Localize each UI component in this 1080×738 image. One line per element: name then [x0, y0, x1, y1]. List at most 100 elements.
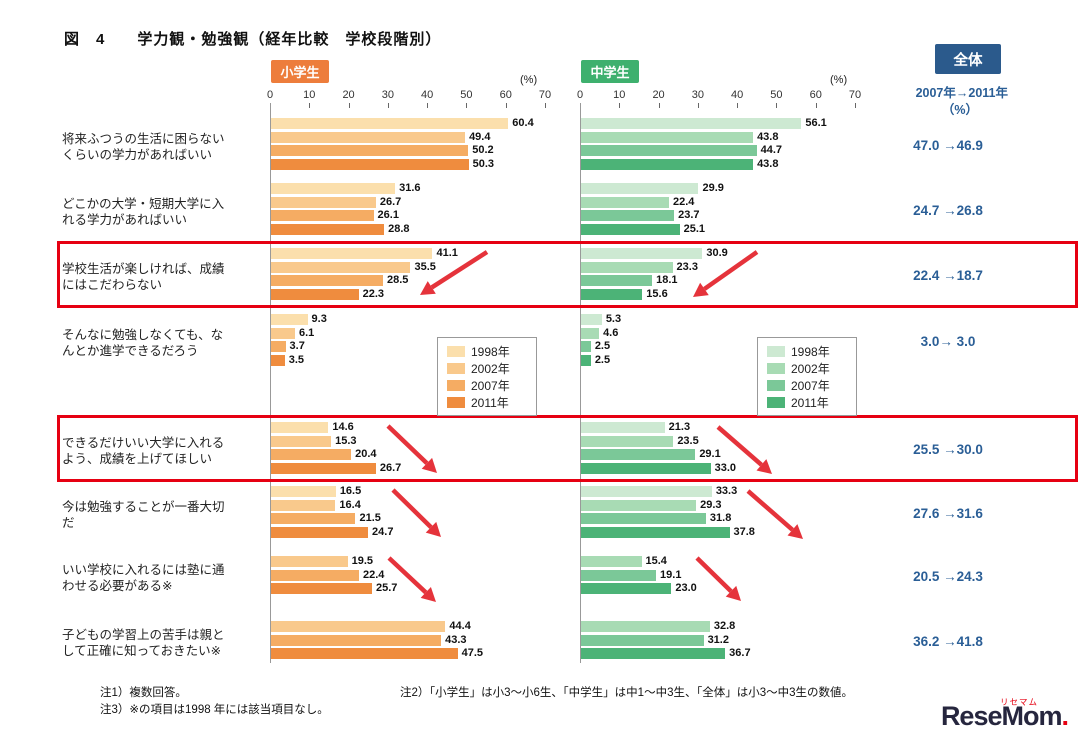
- category-label: 学校生活が楽しければ、成績 にはこだわらない: [62, 262, 225, 292]
- bar-value-label: 4.6: [603, 326, 619, 339]
- axis-tick-label: 0: [576, 89, 584, 101]
- bar-value-label: 29.1: [699, 448, 721, 460]
- axis-tick-mark: [697, 103, 699, 108]
- overall-subtitle: 2007年→2011年: [915, 86, 1008, 100]
- axis-tick-label: 20: [652, 89, 665, 101]
- legend-entry: 1998年: [767, 344, 847, 359]
- bar-value-label: 37.8: [733, 525, 755, 538]
- bar: [271, 634, 442, 646]
- legend-swatch-icon: [447, 345, 465, 357]
- axis-tick-mark: [427, 103, 429, 108]
- axis-tick-mark: [737, 103, 739, 108]
- bar: [271, 314, 308, 325]
- highlight-box: [57, 415, 1078, 482]
- note-1: 注1）複数回答。: [100, 687, 187, 699]
- axis-unit-elementary: (%): [520, 74, 538, 86]
- bar: [271, 526, 369, 538]
- bar: [581, 131, 754, 143]
- bar: [581, 583, 672, 594]
- overall-value: 20.5 →24.3: [913, 568, 983, 584]
- bar-value-label: 36.7: [729, 647, 751, 659]
- bar: [271, 499, 336, 511]
- note-3: 注3）※の項目は1998 年には該当項目なし。: [100, 704, 329, 716]
- bar-value-label: 44.4: [449, 620, 471, 632]
- highlight-box: [57, 241, 1078, 308]
- bar-value-label: 24.7: [372, 525, 394, 538]
- logo-ruby-label: リセマム: [999, 697, 1038, 707]
- bar-value-label: 32.8: [713, 620, 736, 632]
- legend-year-label: 2011年: [471, 395, 509, 410]
- bar-value-label: 22.4: [673, 195, 695, 208]
- bar: [271, 486, 336, 497]
- bar-value-label: 23.7: [678, 209, 700, 221]
- bar: [581, 648, 726, 659]
- bar: [271, 210, 374, 221]
- bar: [581, 634, 704, 646]
- bar: [271, 422, 329, 433]
- bar-value-label: 20.4: [355, 448, 377, 460]
- axis-tick-label: 50: [770, 89, 783, 101]
- legend-year-label: 2002年: [471, 361, 510, 376]
- legend-swatch-icon: [767, 379, 785, 391]
- bar-value-label: 43.8: [757, 130, 779, 143]
- bar: [271, 196, 376, 208]
- bar: [271, 288, 359, 300]
- bar: [581, 275, 653, 286]
- legend-year-label: 2002年: [791, 361, 830, 376]
- bar: [271, 354, 285, 366]
- bar-value-label: 26.7: [379, 461, 402, 474]
- bar: [271, 583, 372, 594]
- bar: [271, 158, 469, 170]
- bar: [581, 223, 680, 235]
- bar-value-label: 21.3: [668, 421, 691, 433]
- bar: [581, 462, 711, 474]
- bar: [271, 513, 356, 524]
- bar-value-label: 44.7: [760, 144, 783, 156]
- bar: [581, 486, 712, 497]
- bar-value-label: 23.3: [676, 260, 698, 273]
- bar: [581, 556, 642, 567]
- bar-value-label: 2.5: [594, 340, 611, 352]
- axis-tick-label: 40: [421, 89, 434, 101]
- legend-swatch-icon: [767, 345, 785, 357]
- axis-tick-label: 30: [691, 89, 704, 101]
- bar: [581, 449, 696, 460]
- bar-value-label: 22.4: [363, 568, 385, 581]
- legend-year-label: 1998年: [471, 344, 510, 359]
- axis-tick-mark: [855, 103, 856, 108]
- bar-value-label: 35.5: [414, 260, 436, 273]
- category-label: 今は勉強することが一番大切 だ: [62, 500, 225, 530]
- category-label: どこかの大学・短期大学に入 れる学力があればいい: [62, 197, 225, 227]
- bar: [581, 354, 591, 366]
- bar: [581, 526, 730, 538]
- bar: [581, 513, 706, 524]
- trend-arrow-head-icon: [420, 586, 436, 602]
- axis-tick-mark: [309, 103, 311, 108]
- bar: [581, 327, 600, 339]
- axis-line-junior: [580, 103, 581, 663]
- bar: [271, 183, 396, 194]
- overall-value: 24.7 →26.8: [913, 202, 983, 218]
- bar-value-label: 21.5: [359, 512, 381, 524]
- bar: [271, 556, 348, 567]
- legend-entry: 1998年: [447, 344, 527, 359]
- bar-value-label: 29.9: [702, 182, 724, 194]
- bar-value-label: 3.5: [288, 353, 305, 366]
- bar: [581, 341, 591, 352]
- bar-value-label: 19.5: [351, 555, 374, 567]
- overall-value: 47.0 →46.9: [913, 137, 983, 153]
- bar: [581, 183, 699, 194]
- axis-tick-mark: [505, 103, 507, 108]
- bar: [271, 648, 458, 659]
- bar-value-label: 16.4: [339, 498, 361, 511]
- bar-value-label: 5.3: [605, 313, 622, 325]
- category-label: いい学校に入れるには塾に通 わせる必要がある※: [62, 563, 225, 594]
- legend-entry: 2011年: [767, 395, 847, 410]
- bar: [581, 435, 674, 447]
- category-label: 子どもの学習上の苦手は親と して正確に知っておきたい※: [62, 628, 225, 659]
- bar-value-label: 31.2: [707, 633, 729, 646]
- legend-elementary: 1998年 2002年 2007年 2011年: [437, 337, 537, 416]
- axis-tick-label: 40: [731, 89, 744, 101]
- bar-value-label: 28.5: [386, 274, 409, 286]
- legend-swatch-icon: [767, 396, 785, 408]
